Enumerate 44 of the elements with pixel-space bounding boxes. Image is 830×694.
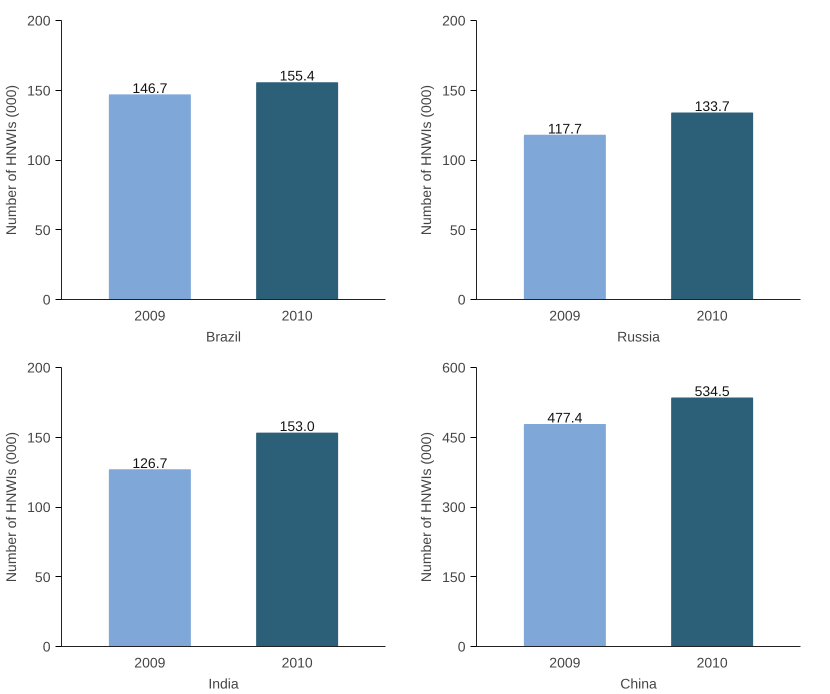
y-tick-label: 0: [42, 638, 51, 654]
y-axis-title: Number of HNWIs (000): [418, 432, 434, 582]
y-tick-label: 100: [27, 152, 51, 168]
y-axis-title: Number of HNWIs (000): [3, 84, 20, 236]
y-tick-label: 200: [27, 360, 51, 376]
data-label: 117.7: [548, 120, 582, 136]
x-tick-label: 2009: [549, 308, 581, 324]
x-axis-title: India: [208, 676, 239, 692]
y-tick-label: 50: [450, 222, 466, 238]
y-tick-label: 100: [442, 152, 466, 168]
data-label: 126.7: [132, 454, 168, 471]
y-tick-label: 100: [27, 499, 51, 515]
x-tick-label: 2009: [134, 308, 166, 324]
data-label: 133.7: [694, 98, 730, 114]
x-tick-label: 2010: [282, 308, 313, 324]
y-tick-label: 300: [442, 499, 466, 515]
y-axis-title: Number of HNWIs (000): [3, 432, 20, 582]
x-tick-label: 2010: [696, 308, 728, 324]
y-tick-label: 600: [442, 360, 466, 376]
y-tick-label: 150: [27, 82, 51, 98]
x-tick-label: 2009: [134, 654, 166, 670]
data-label: 477.4: [547, 410, 583, 426]
y-tick-label: 200: [442, 12, 466, 28]
y-tick-label: 50: [34, 222, 51, 238]
y-tick-label: 150: [27, 429, 51, 446]
y-tick-label: 150: [442, 568, 466, 585]
y-axis-title: Number of HNWIs (000): [418, 84, 434, 236]
data-label: 146.7: [132, 80, 168, 96]
x-axis-title: Brazil: [206, 328, 242, 344]
y-tick-label: 450: [442, 429, 466, 446]
y-tick-label: 0: [458, 638, 466, 654]
data-label: 153.0: [280, 418, 315, 434]
x-tick-label: 2010: [696, 654, 728, 670]
x-tick-label: 2010: [282, 654, 313, 670]
x-axis-title: China: [620, 676, 658, 692]
y-tick-label: 150: [442, 82, 466, 98]
y-tick-label: 50: [34, 568, 51, 585]
y-tick-label: 0: [458, 292, 466, 308]
x-tick-label: 2009: [549, 654, 581, 670]
y-tick-label: 0: [42, 292, 51, 308]
data-label: 534.5: [694, 382, 730, 399]
y-tick-label: 200: [27, 12, 51, 28]
x-axis-title: Russia: [617, 328, 660, 344]
data-label: 155.4: [280, 68, 315, 84]
